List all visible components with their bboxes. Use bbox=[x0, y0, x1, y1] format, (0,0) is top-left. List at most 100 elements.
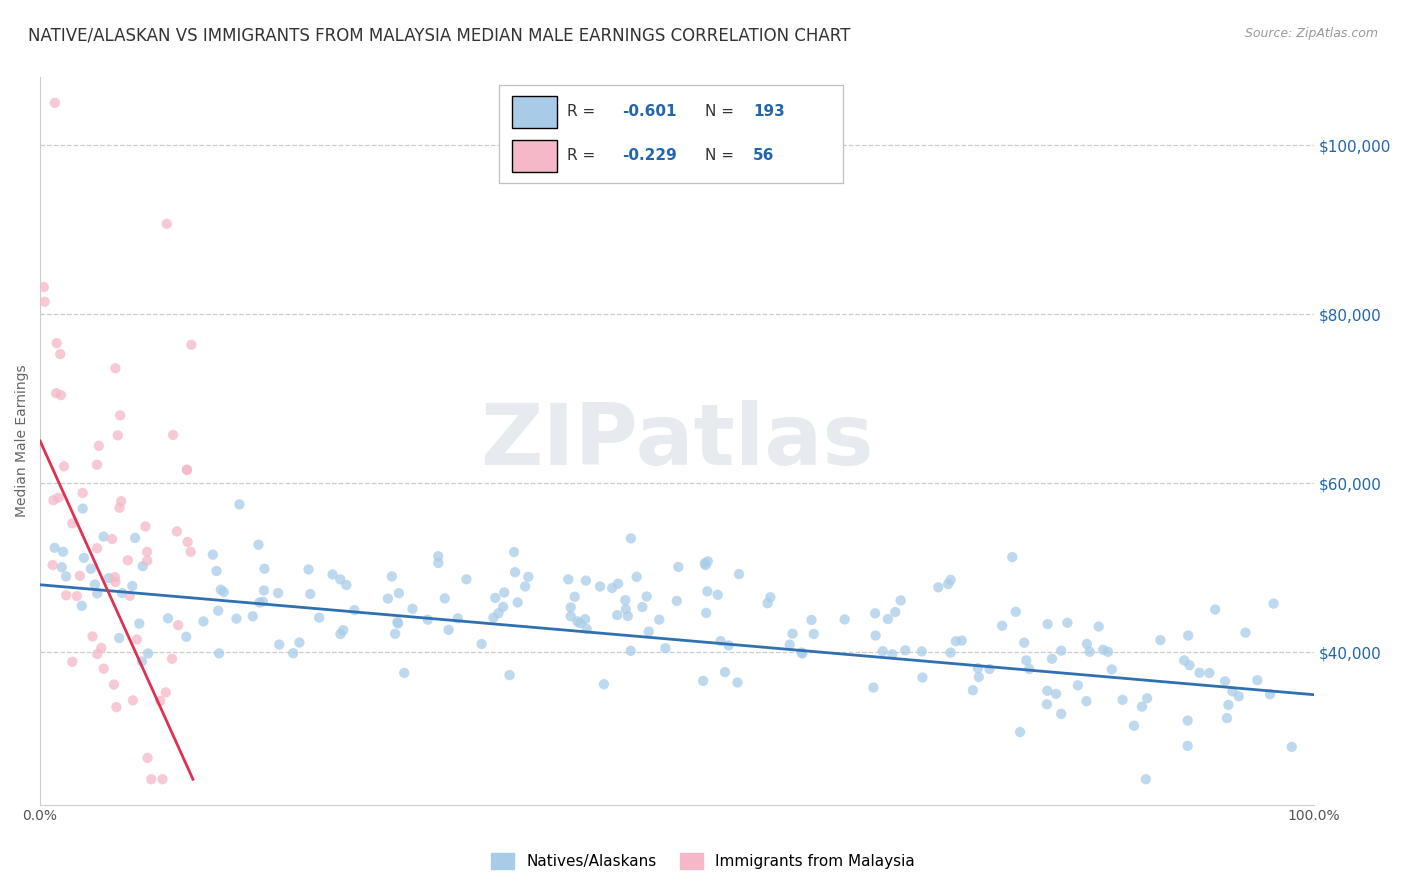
Point bbox=[1050, 643, 1073, 657]
Point bbox=[108, 500, 131, 515]
Point bbox=[1178, 658, 1201, 673]
Point bbox=[456, 572, 478, 586]
Point bbox=[939, 646, 962, 660]
Point bbox=[1015, 653, 1038, 667]
Point bbox=[44, 95, 66, 110]
Point bbox=[329, 573, 352, 587]
Point bbox=[1087, 619, 1109, 633]
Point bbox=[1010, 725, 1032, 739]
Point bbox=[86, 647, 108, 661]
Point bbox=[1001, 550, 1024, 565]
Point bbox=[911, 644, 934, 658]
Point bbox=[86, 458, 108, 472]
Point bbox=[1204, 602, 1226, 616]
Point bbox=[710, 634, 733, 648]
Point bbox=[727, 675, 749, 690]
Point bbox=[42, 493, 65, 508]
Point bbox=[86, 541, 108, 556]
Point bbox=[1173, 653, 1195, 667]
Point bbox=[498, 668, 520, 682]
Point bbox=[792, 647, 814, 661]
Point bbox=[32, 280, 55, 294]
Point bbox=[863, 607, 886, 621]
Point bbox=[1067, 678, 1090, 692]
Point bbox=[208, 646, 231, 660]
Point bbox=[967, 670, 990, 684]
Point bbox=[136, 545, 159, 559]
Point bbox=[176, 462, 198, 476]
Point bbox=[70, 599, 93, 613]
Point bbox=[166, 524, 188, 539]
Point bbox=[503, 545, 526, 559]
Point bbox=[329, 627, 352, 641]
Point bbox=[717, 638, 740, 652]
Point bbox=[176, 534, 198, 549]
Point bbox=[253, 562, 276, 576]
Point bbox=[560, 600, 582, 615]
Point bbox=[121, 579, 143, 593]
Point bbox=[117, 553, 139, 567]
Point bbox=[1218, 698, 1240, 712]
Text: ZIPatlas: ZIPatlas bbox=[479, 400, 873, 483]
Point bbox=[506, 595, 529, 609]
Point bbox=[87, 439, 110, 453]
Point bbox=[267, 586, 290, 600]
Point bbox=[447, 611, 470, 625]
Point bbox=[834, 612, 856, 626]
Point bbox=[800, 613, 823, 627]
Point bbox=[103, 677, 125, 691]
Point bbox=[728, 567, 751, 582]
Point bbox=[93, 662, 115, 676]
Point bbox=[1177, 739, 1199, 753]
Point bbox=[156, 217, 179, 231]
Point bbox=[560, 609, 582, 624]
Point bbox=[606, 608, 628, 623]
Point bbox=[862, 681, 884, 695]
Point bbox=[72, 501, 94, 516]
Point bbox=[269, 638, 291, 652]
Point bbox=[101, 532, 124, 546]
Point bbox=[567, 615, 589, 629]
Point bbox=[162, 428, 184, 442]
Point bbox=[381, 569, 404, 583]
Point bbox=[108, 409, 131, 423]
Point bbox=[110, 494, 132, 508]
Point bbox=[939, 573, 962, 587]
Point bbox=[108, 631, 131, 645]
Point bbox=[225, 612, 247, 626]
Point bbox=[49, 388, 72, 402]
Point bbox=[1050, 706, 1073, 721]
Point bbox=[1101, 662, 1123, 676]
Point bbox=[1130, 699, 1153, 714]
Point bbox=[607, 576, 630, 591]
Point bbox=[557, 573, 579, 587]
Point bbox=[1263, 597, 1285, 611]
Point bbox=[401, 601, 423, 615]
Point bbox=[564, 590, 586, 604]
Point bbox=[136, 647, 159, 661]
Point bbox=[205, 564, 228, 578]
Point bbox=[193, 615, 215, 629]
Point bbox=[209, 582, 232, 597]
Point bbox=[1036, 698, 1059, 712]
Point bbox=[517, 570, 540, 584]
Point bbox=[626, 570, 648, 584]
Point bbox=[332, 623, 354, 637]
Point bbox=[927, 580, 949, 594]
Point bbox=[756, 596, 779, 610]
Point bbox=[482, 610, 505, 624]
Point bbox=[666, 560, 689, 574]
Point bbox=[45, 336, 67, 351]
Point bbox=[335, 578, 357, 592]
Point bbox=[384, 626, 406, 640]
Point bbox=[125, 632, 148, 647]
Point bbox=[174, 630, 197, 644]
Point bbox=[865, 628, 887, 642]
Point bbox=[44, 541, 66, 555]
Point bbox=[180, 338, 202, 352]
Point bbox=[34, 294, 56, 309]
Point bbox=[706, 588, 728, 602]
Point bbox=[1056, 615, 1078, 630]
Point bbox=[637, 624, 659, 639]
Point bbox=[695, 558, 717, 573]
